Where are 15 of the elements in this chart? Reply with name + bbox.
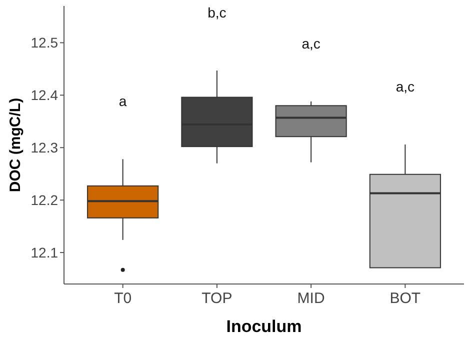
annotation: b,c [208, 4, 226, 20]
x-tick-label: TOP [202, 290, 232, 307]
x-tick-label: MID [297, 290, 325, 307]
y-tick-label: 12.5 [30, 34, 58, 51]
y-tick-label: 12.1 [30, 244, 58, 260]
y-axis-title: DOC (mgC/L) [7, 98, 24, 192]
annotation: a,c [302, 35, 320, 52]
y-tick-label: 12.4 [30, 87, 58, 104]
annotation: a,c [396, 78, 415, 94]
x-tick-label: T0 [114, 290, 132, 307]
x-tick-label: BOT [390, 290, 421, 307]
y-tick-label: 12.3 [30, 140, 58, 156]
annotation: a [118, 93, 127, 110]
y-tick-label: 12.2 [30, 192, 58, 208]
x-axis-title: Inoculum [226, 317, 302, 336]
